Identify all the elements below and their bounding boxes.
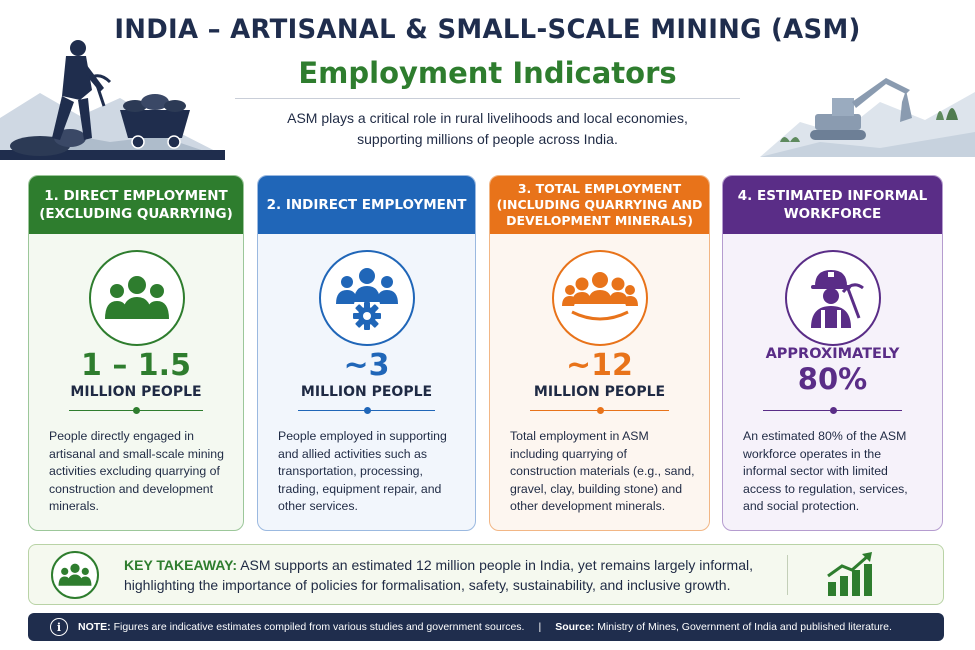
source-label: Source: [555,621,595,633]
people-group-icon [51,551,99,599]
divider [69,407,203,414]
separator [787,555,788,595]
value-unit: MILLION PEOPLE [533,384,666,400]
source-text: Ministry of Mines, Government of India a… [597,621,892,633]
total-employment-value: ~12 [566,348,633,383]
divider [298,407,435,414]
growth-chart-icon [827,552,872,596]
card-header: 1. DIRECT EMPLOYMENT (EXCLUDING QUARRYIN… [29,176,243,234]
card-informal-workforce: 4. ESTIMATED INFORMAL WORKFORCE APPROXIM… [722,175,943,531]
card-description: People directly engaged in artisanal and… [49,429,224,513]
miner-icon [785,250,881,346]
excavator-illustration [760,78,975,157]
value-unit: MILLION PEOPLE [300,384,433,400]
note-label: NOTE: [78,621,111,633]
intro-text: ASM plays a critical role in rural livel… [287,110,688,147]
approximately-label: APPROXIMATELY [765,346,900,362]
indirect-employment-value: ~3 [343,348,390,383]
people-group-icon [89,250,185,346]
footer-separator: | [538,621,542,633]
key-takeaway-text: KEY TAKEAWAY: ASM supports an estimated … [124,555,784,595]
key-takeaway-panel: KEY TAKEAWAY: ASM supports an estimated … [28,544,944,605]
card-indirect-employment: 2. INDIRECT EMPLOYMENT ~3 MILLION PEOPLE [257,175,476,531]
page-title: INDIA – ARTISANAL & SMALL-SCALE MINING (… [114,14,861,45]
value-unit: MILLION PEOPLE [70,384,202,400]
direct-employment-value: 1 – 1.5 [81,348,191,383]
info-icon: i [50,618,68,636]
title-divider [235,98,740,99]
miner-with-cart-illustration [0,40,225,160]
footer-note-bar: i NOTE: Figures are indicative estimates… [28,613,944,641]
card-description: People employed in supporting and allied… [278,429,447,513]
card-header: 2. INDIRECT EMPLOYMENT [258,176,475,234]
card-header: 3. TOTAL EMPLOYMENT (INCLUDING QUARRYING… [490,176,709,234]
divider [763,407,902,414]
card-direct-employment: 1. DIRECT EMPLOYMENT (EXCLUDING QUARRYIN… [28,175,244,531]
key-takeaway-label: KEY TAKEAWAY: [124,557,238,573]
informal-workforce-value: 80% [797,362,868,396]
people-gear-icon [319,250,415,346]
card-description: An estimated 80% of the ASM workforce op… [743,429,908,513]
card-description: Total employment in ASM including quarry… [510,429,695,513]
card-header: 4. ESTIMATED INFORMAL WORKFORCE [723,176,942,234]
card-total-employment: 3. TOTAL EMPLOYMENT (INCLUDING QUARRYING… [489,175,710,531]
crowd-icon [552,250,648,346]
divider [530,407,669,414]
note-text: Figures are indicative estimates compile… [113,621,525,633]
key-takeaway-body: ASM supports an estimated 12 million peo… [124,557,753,593]
page-subtitle-heading: Employment Indicators [298,56,677,90]
